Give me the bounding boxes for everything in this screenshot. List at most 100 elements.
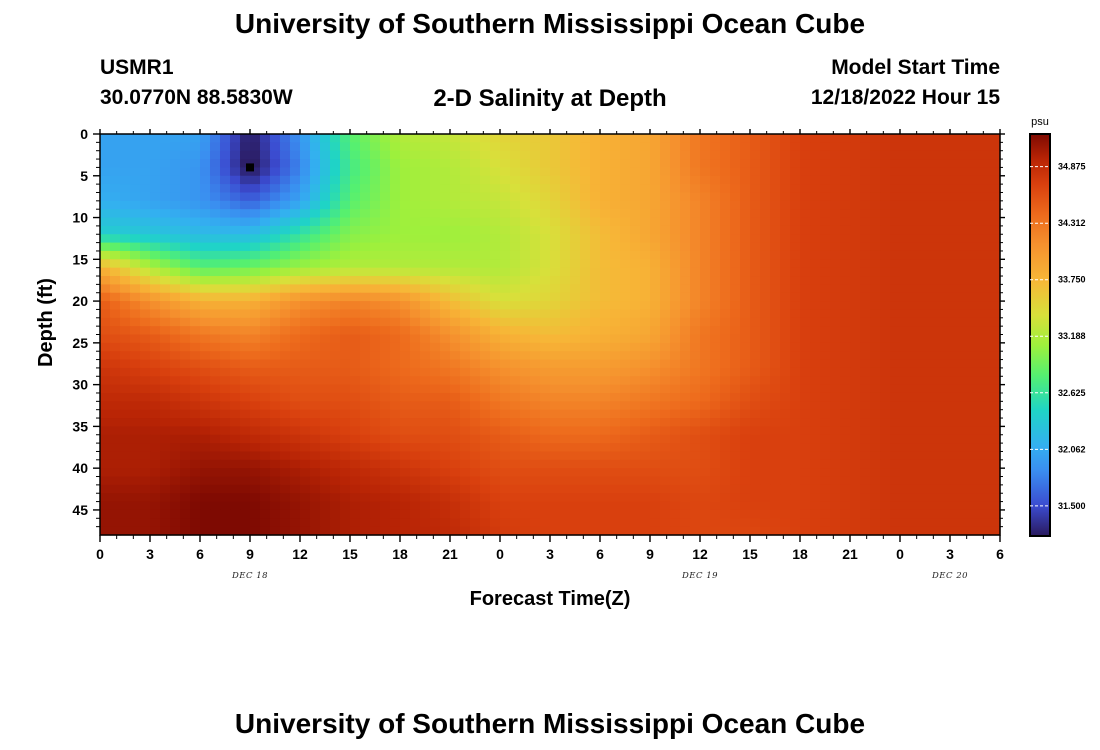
heatmap-cell [170, 409, 181, 419]
heatmap-cell [310, 259, 321, 269]
heatmap-cell [440, 267, 451, 277]
heatmap-cell [120, 451, 131, 461]
heatmap-cell [460, 217, 471, 227]
heatmap-cell [930, 234, 941, 244]
heatmap-cell [950, 301, 961, 311]
heatmap-cell [630, 284, 641, 294]
heatmap-cell [270, 292, 281, 302]
heatmap-cell [360, 367, 371, 377]
heatmap-cell [430, 367, 441, 377]
heatmap-cell [920, 443, 931, 453]
heatmap-cell [100, 342, 111, 352]
heatmap-cell [680, 192, 691, 202]
heatmap-cell [530, 242, 541, 252]
heatmap-cell [640, 142, 651, 152]
heatmap-cell [560, 209, 571, 219]
heatmap-cell [290, 276, 301, 285]
heatmap-cell [200, 376, 211, 386]
heatmap-cell [390, 184, 401, 194]
heatmap-cell [680, 509, 691, 519]
heatmap-cell [110, 334, 121, 344]
heatmap-cell [300, 267, 311, 277]
heatmap-cell [970, 250, 981, 260]
heatmap-cell [670, 468, 681, 478]
heatmap-cell [130, 276, 141, 285]
heatmap-cell [680, 326, 691, 336]
heatmap-cell [230, 409, 241, 419]
heatmap-cell [200, 501, 211, 511]
heatmap-cell [950, 334, 961, 344]
heatmap-cell [670, 376, 681, 386]
heatmap-cell [230, 493, 241, 503]
heatmap-cell [760, 276, 771, 285]
heatmap-cell [280, 468, 291, 478]
heatmap-cell [170, 150, 181, 160]
heatmap-cell [230, 468, 241, 478]
heatmap-cell [150, 184, 161, 194]
heatmap-cell [390, 392, 401, 402]
heatmap-cell [870, 326, 881, 336]
heatmap-cell [520, 409, 531, 419]
heatmap-cell [190, 468, 201, 478]
heatmap-cell [190, 217, 201, 227]
heatmap-cell [980, 309, 991, 319]
heatmap-cell [910, 209, 921, 219]
heatmap-cell [390, 342, 401, 352]
heatmap-cell [520, 493, 531, 503]
heatmap-cell [520, 434, 531, 444]
heatmap-cell [290, 234, 301, 244]
heatmap-cell [160, 526, 171, 536]
heatmap-cell [780, 167, 791, 177]
heatmap-cell [210, 184, 221, 194]
heatmap-cell [450, 493, 461, 503]
heatmap-cell [320, 317, 331, 327]
heatmap-cell [680, 493, 691, 503]
heatmap-cell [800, 493, 811, 503]
heatmap-cell [620, 309, 631, 319]
heatmap-cell [990, 501, 1001, 511]
heatmap-cell [510, 451, 521, 461]
heatmap-cell [200, 334, 211, 344]
heatmap-cell [190, 367, 201, 377]
heatmap-cell [950, 451, 961, 461]
heatmap-cell [580, 225, 591, 235]
heatmap-cell [150, 334, 161, 344]
heatmap-cell [140, 167, 151, 177]
heatmap-cell [880, 484, 891, 494]
heatmap-cell [740, 209, 751, 219]
heatmap-cell [310, 459, 321, 469]
heatmap-cell [790, 359, 801, 369]
heatmap-cell [370, 292, 381, 302]
heatmap-cell [700, 484, 711, 494]
heatmap-cell [700, 476, 711, 486]
heatmap-cell [510, 192, 521, 202]
heatmap-cell [430, 159, 441, 169]
heatmap-cell [820, 134, 831, 143]
heatmap-cell [540, 250, 551, 260]
heatmap-cell [450, 443, 461, 453]
heatmap-cell [220, 434, 231, 444]
heatmap-cell [900, 134, 911, 143]
heatmap-cell [700, 267, 711, 277]
heatmap-cell [680, 367, 691, 377]
heatmap-cell [140, 468, 151, 478]
heatmap-cell [820, 484, 831, 494]
heatmap-cell [620, 334, 631, 344]
heatmap-cell [220, 292, 231, 302]
heatmap-cell [120, 200, 131, 210]
heatmap-cell [350, 217, 361, 227]
heatmap-cell [420, 434, 431, 444]
heatmap-cell [210, 217, 221, 227]
heatmap-cell [540, 359, 551, 369]
heatmap-cell [680, 250, 691, 260]
heatmap-cell [240, 484, 251, 494]
heatmap-cell [520, 184, 531, 194]
heatmap-cell [440, 509, 451, 519]
heatmap-cell [950, 259, 961, 269]
heatmap-cell [280, 426, 291, 436]
heatmap-cell [280, 284, 291, 294]
heatmap-cell [230, 267, 241, 277]
heatmap-cell [420, 184, 431, 194]
heatmap-cell [790, 434, 801, 444]
heatmap-cell [730, 184, 741, 194]
